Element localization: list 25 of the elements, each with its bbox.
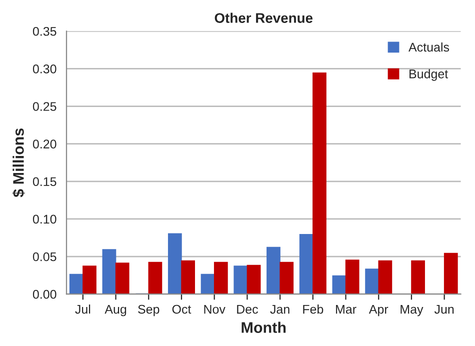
y-tick-label: 0.35 bbox=[32, 26, 56, 36]
x-tick-label: Mar bbox=[336, 304, 356, 314]
x-tick-label: Nov bbox=[204, 304, 226, 314]
x-tick-label: Dec bbox=[237, 304, 258, 314]
y-axis-title: $ Millions bbox=[12, 128, 25, 198]
y-tick-label: 0.15 bbox=[32, 177, 56, 186]
y-tick-label: 0.05 bbox=[32, 252, 56, 262]
x-tick-label: May bbox=[400, 304, 424, 316]
chart-title: Other Revenue bbox=[214, 12, 313, 23]
y-tick-label: 0.25 bbox=[32, 102, 56, 111]
y-tick-label: 0.20 bbox=[32, 140, 56, 148]
x-tick-label: Sep bbox=[138, 304, 160, 316]
x-tick-label: Jan bbox=[270, 304, 290, 314]
y-tick-label: 0.10 bbox=[32, 214, 56, 224]
legend-label: Actuals bbox=[408, 42, 450, 52]
x-axis-title: Month bbox=[242, 322, 286, 333]
x-tick-label: Feb bbox=[303, 304, 324, 314]
y-tick-label: 0.00 bbox=[32, 290, 56, 299]
y-tick-label: 0.30 bbox=[32, 64, 56, 74]
legend-label: Budget bbox=[410, 69, 448, 81]
x-tick-label: Aug bbox=[104, 304, 126, 316]
x-tick-label: Jun bbox=[434, 304, 454, 314]
x-tick-label: Jul bbox=[75, 304, 90, 314]
x-tick-label: Oct bbox=[172, 304, 192, 314]
x-tick-label: Apr bbox=[368, 304, 388, 316]
